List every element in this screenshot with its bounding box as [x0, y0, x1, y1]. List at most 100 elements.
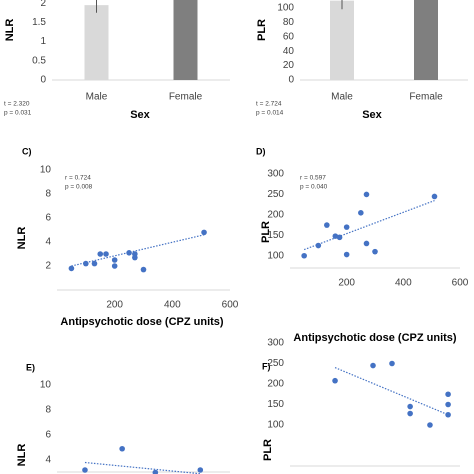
point [389, 360, 395, 367]
annotation: r = 0.597 [300, 175, 326, 182]
trendline [334, 367, 449, 416]
trendline [84, 461, 201, 474]
trendline [71, 234, 205, 267]
y-tick-label: 4 [45, 455, 51, 466]
y-tick-label: 10 [40, 380, 52, 391]
point [119, 445, 125, 452]
y-tick-label: 300 [267, 169, 284, 180]
x-tick-label: 200 [338, 278, 355, 289]
y-tick-label: 0.5 [32, 55, 46, 66]
y-tick-label: 1.5 [32, 17, 46, 28]
point [427, 422, 433, 428]
point [358, 210, 364, 216]
point [91, 260, 98, 267]
bar [173, 0, 198, 80]
point [445, 401, 451, 408]
point [97, 251, 104, 257]
y-axis-label: NLR [16, 227, 28, 250]
x-tick-label: Male [331, 92, 353, 103]
annotation: r = 0.724 [65, 175, 91, 182]
y-tick-label: 4 [45, 237, 51, 248]
y-tick-label: 100 [267, 420, 284, 431]
y-tick-label: 10 [40, 165, 52, 176]
point [82, 467, 88, 473]
y-tick-label: 6 [45, 430, 51, 441]
point [111, 257, 118, 263]
x-axis-label: Sex [130, 109, 150, 121]
x-tick-label: Female [169, 92, 203, 103]
panel-label: F) [262, 361, 271, 371]
point [343, 224, 350, 230]
y-tick-label: 0 [40, 75, 46, 86]
point [83, 260, 89, 267]
point [103, 251, 109, 257]
point [332, 233, 339, 239]
bar [84, 5, 109, 80]
y-tick-label: 250 [267, 189, 284, 200]
y-tick-label: 20 [283, 60, 295, 71]
point [407, 403, 413, 410]
point [315, 242, 322, 249]
y-tick-label: 40 [283, 46, 295, 57]
y-tick-label: 150 [267, 399, 284, 410]
point [132, 254, 138, 261]
y-tick-label: 60 [283, 31, 295, 42]
panel-label: E) [26, 362, 35, 372]
point [152, 469, 159, 474]
x-tick-label: 400 [164, 300, 181, 311]
y-tick-label: 6 [45, 213, 51, 224]
point [197, 467, 204, 473]
x-tick-label: 400 [395, 278, 412, 289]
x-tick-label: 600 [452, 278, 469, 289]
y-axis-label: PLR [262, 439, 274, 461]
point [140, 266, 147, 273]
bar [330, 0, 354, 80]
point [201, 229, 207, 236]
panel-label: C) [22, 146, 32, 156]
y-tick-label: 80 [283, 17, 295, 28]
point [370, 362, 376, 369]
x-tick-label: 600 [222, 300, 239, 311]
y-tick-label: 2 [40, 0, 46, 9]
y-tick-label: 8 [45, 405, 51, 416]
point [301, 252, 307, 259]
x-axis-label: Antipsychotic dose (CPZ units) [60, 316, 224, 328]
point [363, 240, 370, 247]
point [324, 222, 330, 228]
annotation: t = 2.320 [4, 101, 30, 108]
point [407, 410, 413, 417]
panel-label: D) [256, 146, 266, 156]
annotation: t = 2.724 [256, 101, 282, 108]
x-axis-label: Antipsychotic dose (CPZ units) [293, 332, 457, 344]
point [445, 391, 451, 398]
point [445, 411, 451, 418]
y-tick-label: 300 [267, 338, 284, 349]
x-tick-label: Female [409, 92, 443, 103]
y-axis-label: NLR [16, 444, 28, 467]
annotation: p = 0.040 [300, 184, 328, 191]
point [336, 234, 343, 241]
y-axis-label: NLR [4, 19, 16, 42]
y-tick-label: 8 [45, 189, 51, 200]
y-axis-label: PLR [256, 19, 268, 41]
point [343, 251, 350, 258]
y-axis-label: PLR [260, 221, 272, 243]
y-tick-label: 200 [267, 210, 284, 221]
trendline [303, 200, 435, 251]
point [126, 250, 132, 256]
y-tick-label: 1 [40, 36, 46, 47]
x-tick-label: Male [86, 92, 108, 103]
y-tick-label: 2 [45, 261, 51, 272]
y-tick-label: 100 [267, 250, 284, 261]
point [431, 193, 438, 200]
y-tick-label: 100 [277, 2, 294, 13]
annotation: p = 0.031 [4, 110, 32, 117]
point [332, 377, 338, 384]
point [111, 263, 118, 269]
y-tick-label: 250 [267, 358, 284, 369]
annotation: p = 0.014 [256, 110, 284, 117]
point [68, 265, 75, 272]
point [363, 191, 370, 198]
x-axis-label: Sex [362, 109, 382, 121]
